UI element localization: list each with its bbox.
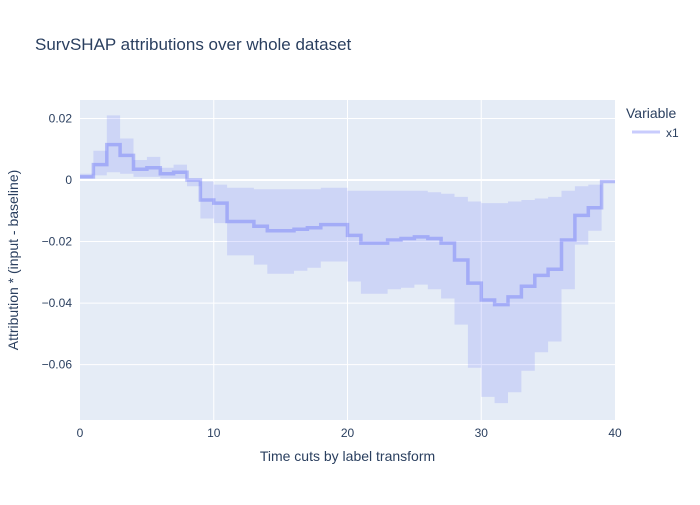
grid-lines [80,100,615,420]
series-line-x1[interactable] [80,142,615,307]
legend-title: Variable [626,105,677,121]
legend-entry-label: x1 [666,126,679,140]
y-tick-label: 0 [65,173,72,187]
y-tick-label: −0.04 [42,296,73,310]
x-tick-label: 10 [207,426,221,440]
y-axis-ticks: 0.02 0 −0.02 −0.04 −0.06 [42,111,73,371]
legend[interactable]: Variable x1 [626,105,679,140]
confidence-band [80,115,615,404]
legend-entry-x1[interactable]: x1 [632,126,679,140]
y-tick-label: 0.02 [49,111,73,125]
chart-title: SurvSHAP attributions over whole dataset [35,35,352,54]
x-tick-label: 40 [608,426,622,440]
x-axis-label: Time cuts by label transform [260,448,435,464]
x-tick-label: 20 [341,426,355,440]
y-axis-label: Attribution * (input - baseline) [5,170,21,351]
x-tick-label: 30 [475,426,489,440]
series-band-x1 [80,115,615,404]
y-tick-label: −0.02 [42,235,73,249]
x-axis-ticks: 0 10 20 30 40 [77,426,622,440]
y-tick-label: −0.06 [42,358,73,372]
x-tick-label: 0 [77,426,84,440]
series-lines [80,142,615,307]
